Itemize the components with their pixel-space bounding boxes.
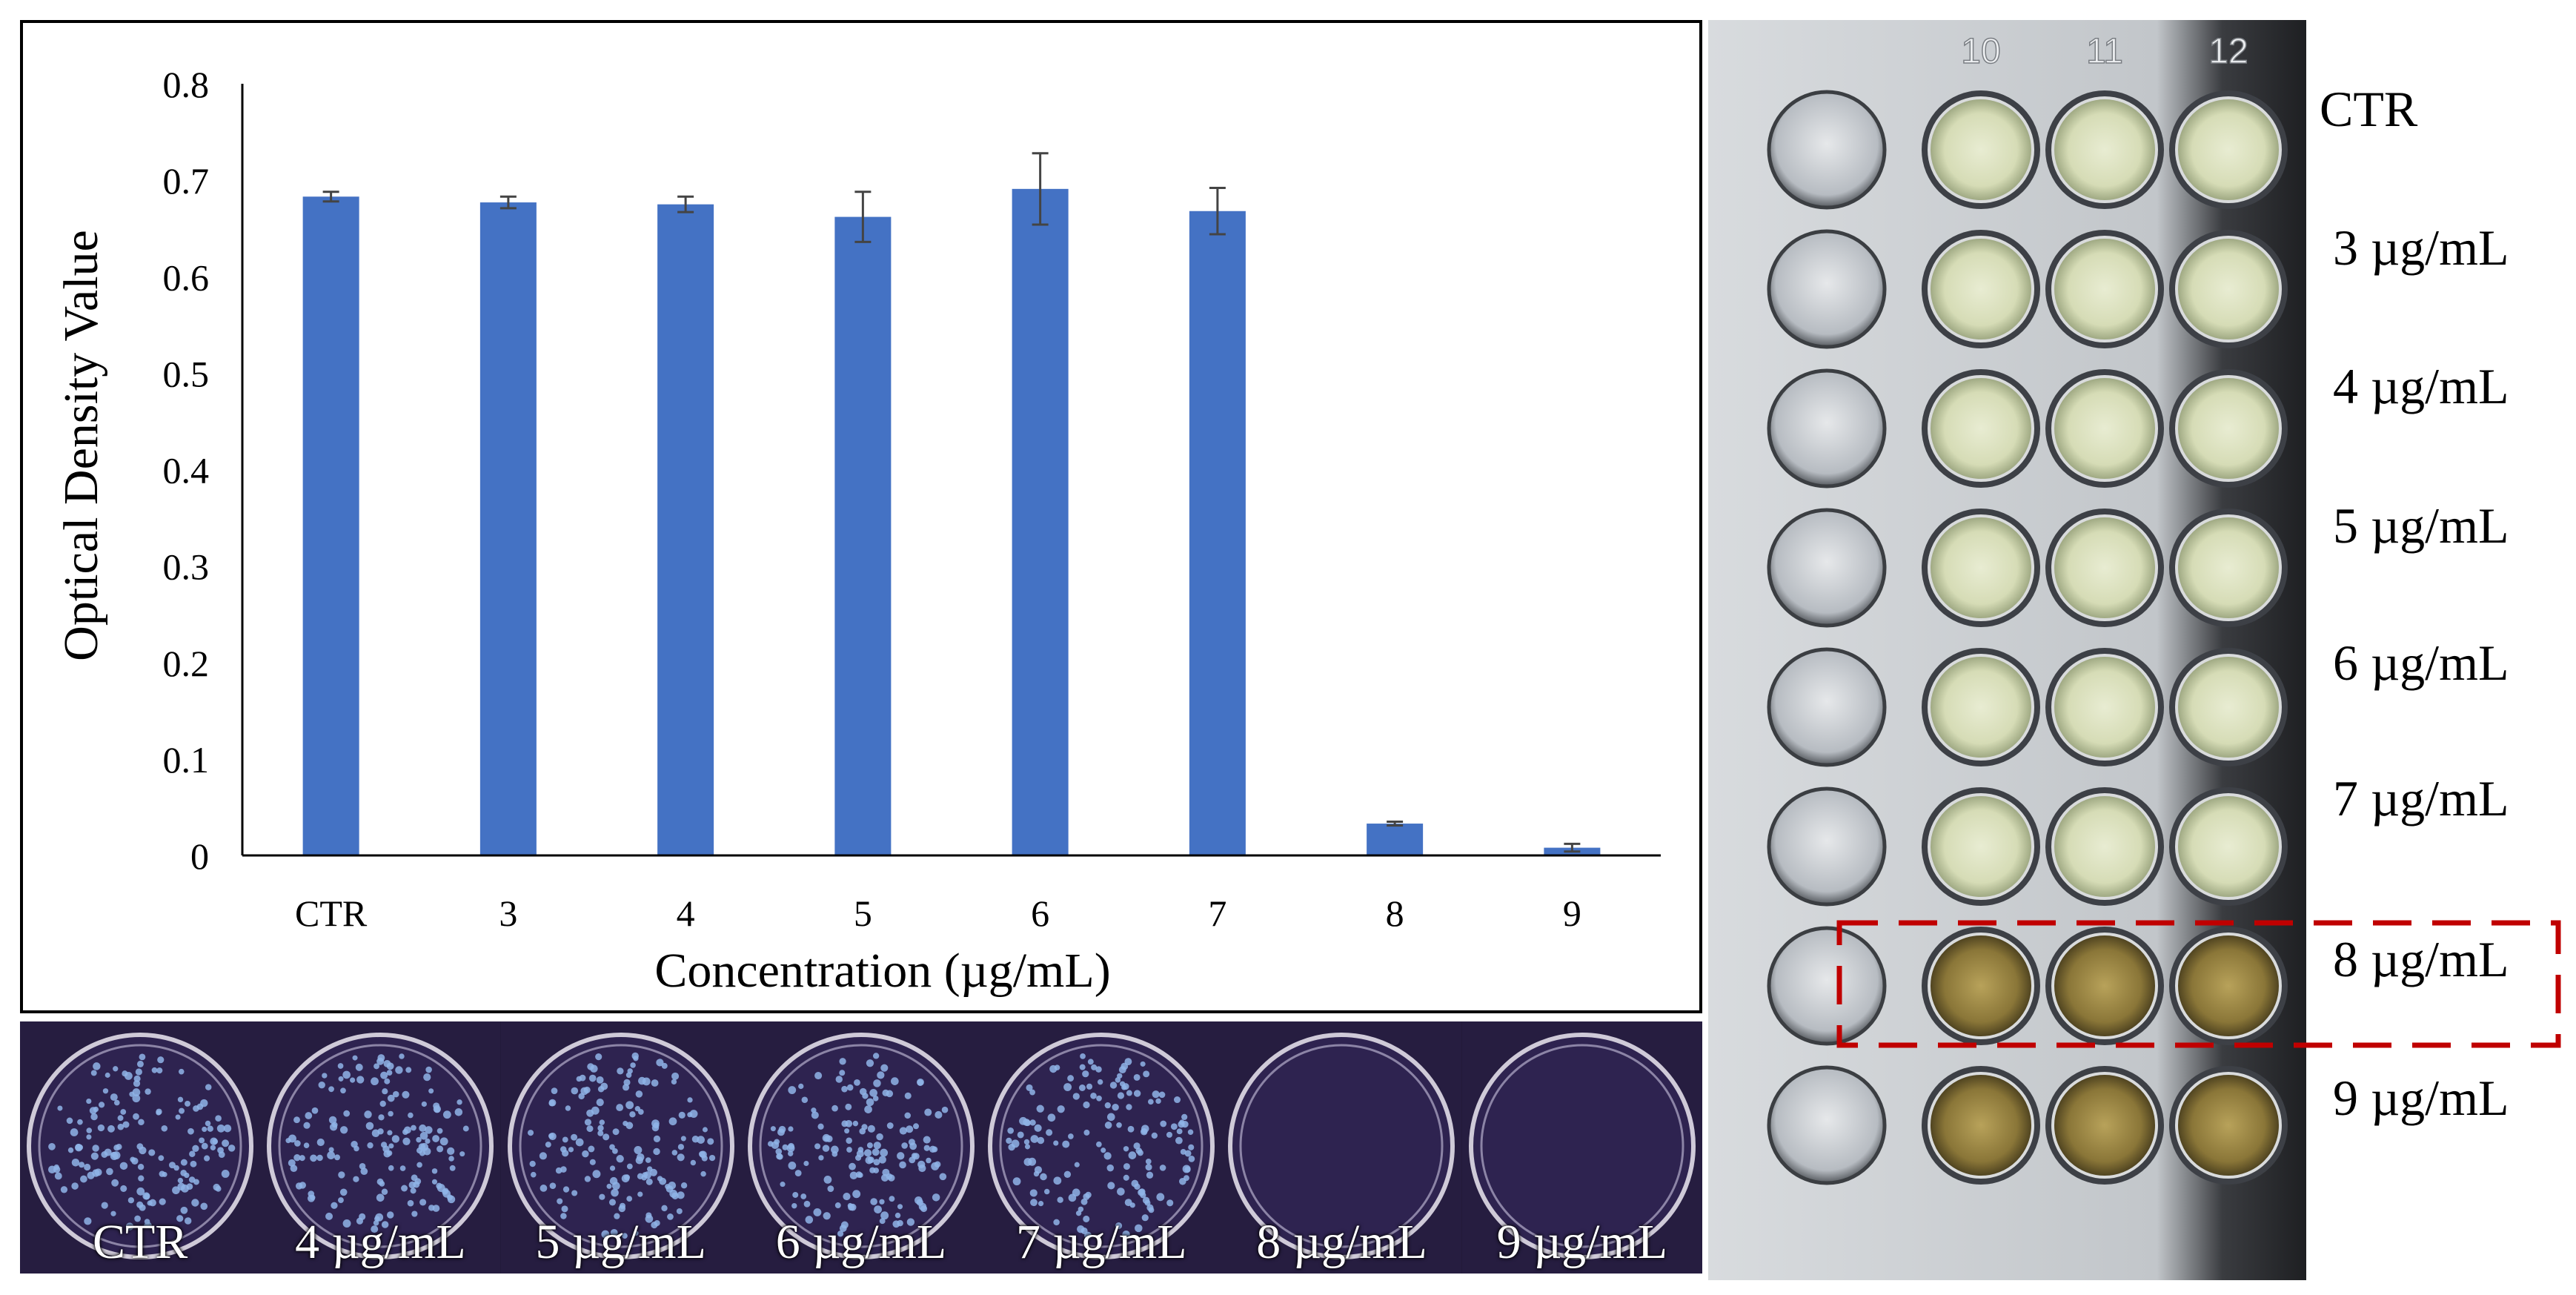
- plate-label: 5 µg/mL: [535, 1215, 706, 1269]
- turbid-well: [2175, 96, 2282, 203]
- row-label: 6 µg/mL: [2333, 635, 2509, 691]
- x-tick-label: 7: [1208, 892, 1226, 934]
- x-tick-label: 8: [1386, 892, 1404, 934]
- row-label: 9 µg/mL: [2333, 1070, 2509, 1126]
- turbid-well: [2051, 654, 2158, 761]
- x-tick-label: 9: [1563, 892, 1581, 934]
- error-bar-8: [1387, 820, 1404, 827]
- bar-3: [479, 202, 537, 855]
- error-bar-6: [1032, 152, 1049, 226]
- x-tick-label: 6: [1031, 892, 1049, 934]
- bar-5: [834, 216, 892, 855]
- row-label: 8 µg/mL: [2333, 931, 2509, 987]
- row-label: 7 µg/mL: [2333, 770, 2509, 827]
- y-axis-label: Optical Density Value: [54, 230, 108, 661]
- row-label: 4 µg/mL: [2333, 358, 2509, 414]
- empty-well: [1767, 229, 1887, 349]
- bar-6: [1012, 188, 1069, 855]
- agar-plate: 6 µg/mL: [740, 1021, 981, 1274]
- turbid-well: [2175, 514, 2282, 621]
- error-bar-4: [677, 195, 694, 213]
- empty-well: [1767, 647, 1887, 767]
- turbid-well: [1928, 514, 2034, 621]
- turbid-well: [2051, 514, 2158, 621]
- x-tick-label: 4: [677, 892, 695, 934]
- y-tick-label: 0.8: [163, 64, 210, 105]
- empty-well: [1767, 786, 1887, 907]
- plate-label: 6 µg/mL: [775, 1215, 947, 1269]
- row-label: CTR: [2320, 81, 2418, 137]
- bar-ctr: [302, 196, 359, 856]
- agar-plate: 5 µg/mL: [500, 1021, 741, 1274]
- empty-well: [1767, 926, 1887, 1046]
- empty-well: [1767, 508, 1887, 628]
- y-tick-label: 0.1: [163, 739, 210, 781]
- agar-plate: 7 µg/mL: [981, 1021, 1222, 1274]
- clear-well: [1928, 1072, 2034, 1179]
- turbid-well: [1928, 375, 2034, 482]
- y-tick-label: 0.6: [163, 256, 210, 298]
- agar-plate: 9 µg/mL: [1461, 1021, 1702, 1274]
- agar-plate: CTR: [20, 1021, 260, 1274]
- turbid-well: [2175, 793, 2282, 900]
- agar-plate: 4 µg/mL: [260, 1021, 501, 1274]
- y-axis: 0 0.1 0.2 0.3 0.4 0.5 0.6 0.7 0.8: [163, 64, 244, 877]
- row-label: 3 µg/mL: [2333, 219, 2509, 276]
- error-bar-5: [854, 191, 872, 243]
- bar-7: [1189, 211, 1246, 855]
- plate-column-label: 12: [2208, 32, 2248, 71]
- turbid-well: [2051, 236, 2158, 342]
- plate-column-label: 10: [1961, 32, 2000, 71]
- x-tick-label: CTR: [295, 892, 368, 934]
- bar-4: [657, 204, 714, 855]
- y-tick-label: 0.5: [163, 353, 210, 394]
- turbid-well: [2051, 96, 2158, 203]
- clear-well: [2175, 1072, 2282, 1179]
- y-tick-label: 0.4: [163, 450, 210, 491]
- clear-well: [2051, 1072, 2158, 1179]
- turbid-well: [1928, 654, 2034, 761]
- x-axis: CTR 3 4 5 6 7 8 9: [242, 854, 1661, 934]
- plate-label: 7 µg/mL: [1016, 1215, 1187, 1269]
- turbid-well: [2175, 236, 2282, 342]
- row-label: 5 µg/mL: [2333, 497, 2509, 554]
- y-tick-label: 0.7: [163, 160, 210, 202]
- turbid-well: [2051, 375, 2158, 482]
- turbid-well: [2175, 654, 2282, 761]
- y-tick-label: 0: [190, 835, 209, 877]
- error-bar-ctr: [322, 191, 339, 203]
- plate-column-label: 11: [2086, 32, 2123, 71]
- turbid-well: [1928, 236, 2034, 342]
- x-axis-label: Concentration (µg/mL): [654, 944, 1110, 998]
- x-tick-label: 5: [854, 892, 872, 934]
- turbid-well: [1928, 793, 2034, 900]
- empty-well: [1767, 90, 1887, 210]
- well-plate-column-labels: 10 11 12: [1961, 31, 2249, 72]
- x-tick-label: 3: [499, 892, 517, 934]
- plate-label: CTR: [92, 1215, 188, 1269]
- turbid-well: [2175, 375, 2282, 482]
- well-plate-photo: 10 11 12: [1708, 20, 2306, 1280]
- y-tick-label: 0.2: [163, 643, 210, 684]
- bars: [302, 152, 1601, 856]
- clear-well: [1928, 933, 2034, 1039]
- turbid-well: [2051, 793, 2158, 900]
- agar-plates-strip: CTR 4 µg/mL 5 µg/mL 6 µg/mL 7 µg/mL 8 µg/mL 9 …: [20, 1021, 1702, 1274]
- error-bar-7: [1209, 187, 1226, 236]
- od-bar-chart: 0 0.1 0.2 0.3 0.4 0.5 0.6 0.7 0.8 CTR 3 4 5 6 7 8 9 Opt…: [54, 64, 1661, 998]
- clear-well: [2051, 933, 2158, 1039]
- clear-well: [2175, 933, 2282, 1039]
- y-tick-label: 0.3: [163, 546, 210, 588]
- empty-well: [1767, 1065, 1887, 1185]
- error-bar-3: [499, 195, 517, 210]
- turbid-well: [1928, 96, 2034, 203]
- bar-8: [1367, 824, 1424, 855]
- agar-plate: 8 µg/mL: [1221, 1021, 1462, 1274]
- empty-well: [1767, 368, 1887, 488]
- chart-panel: 0 0.1 0.2 0.3 0.4 0.5 0.6 0.7 0.8 CTR 3 4 5 6 7 8 9 Opt…: [20, 20, 1702, 1013]
- error-bar-9: [1564, 842, 1581, 853]
- plate-label: 9 µg/mL: [1496, 1215, 1668, 1269]
- plate-label: 4 µg/mL: [295, 1215, 466, 1269]
- plate-label: 8 µg/mL: [1256, 1215, 1427, 1269]
